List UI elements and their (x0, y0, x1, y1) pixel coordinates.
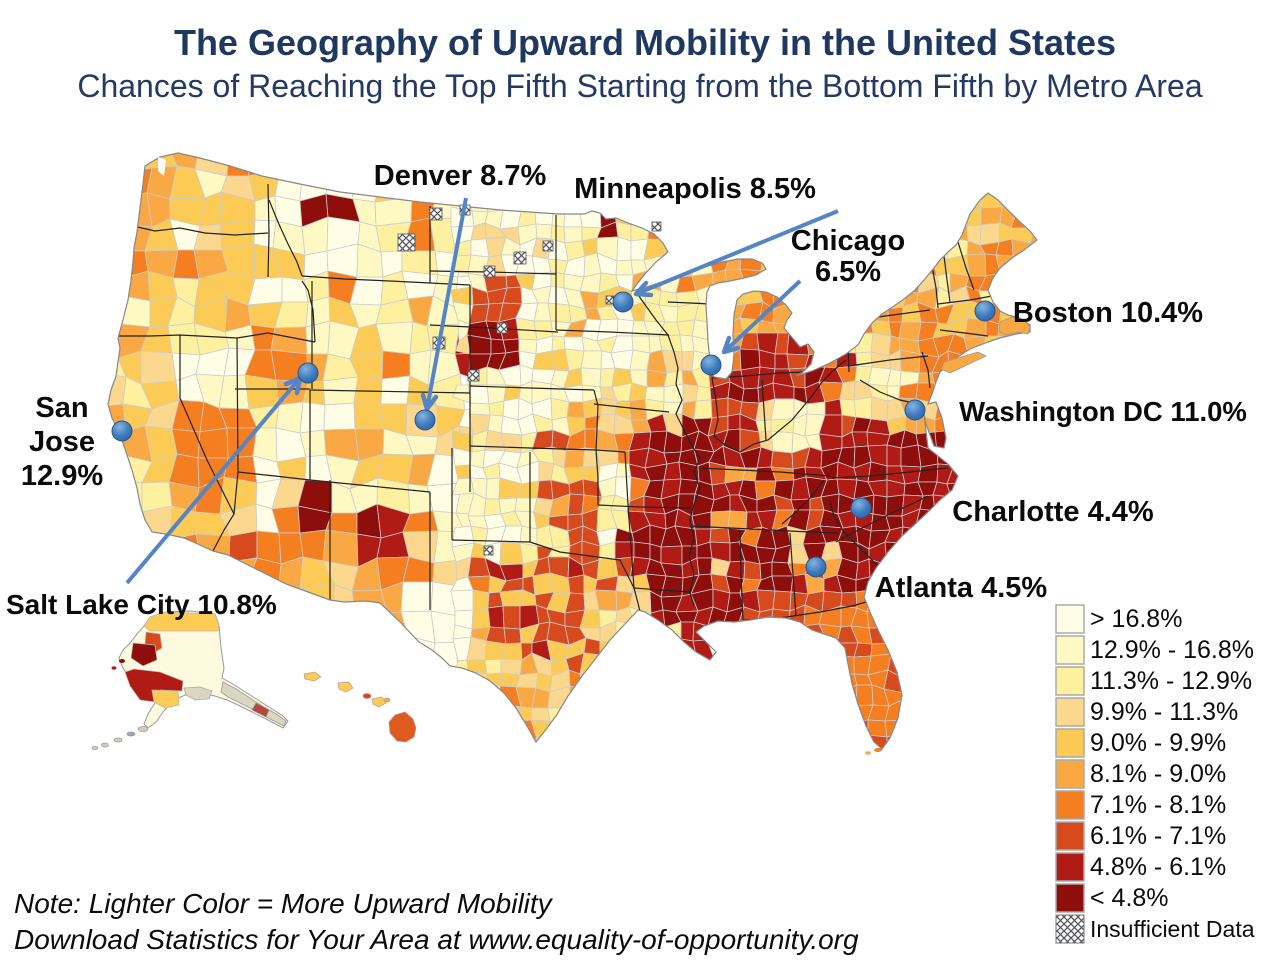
svg-text:Denver 8.7%: Denver 8.7% (374, 160, 547, 192)
svg-text:Chances of Reaching the Top Fi: Chances of Reaching the Top Fifth Starti… (77, 68, 1203, 104)
svg-text:Download Statistics for Your A: Download Statistics for Your Area at www… (14, 924, 859, 955)
svg-text:9.9% - 11.3%: 9.9% - 11.3% (1090, 698, 1238, 726)
svg-text:< 4.8%: < 4.8% (1090, 884, 1169, 912)
svg-text:6.5%: 6.5% (815, 256, 881, 288)
svg-text:Salt Lake City 10.8%: Salt Lake City 10.8% (6, 589, 277, 620)
svg-text:4.8% - 6.1%: 4.8% - 6.1% (1090, 853, 1226, 881)
svg-text:11.3% - 12.9%: 11.3% - 12.9% (1090, 667, 1252, 695)
svg-text:Note: Lighter Color = More Upw: Note: Lighter Color = More Upward Mobili… (14, 888, 554, 919)
svg-text:> 16.8%: > 16.8% (1090, 605, 1182, 633)
svg-text:12.9%: 12.9% (21, 460, 103, 492)
svg-text:The Geography of Upward Mobili: The Geography of Upward Mobility in the … (174, 22, 1116, 63)
svg-text:Insufficient Data: Insufficient Data (1090, 916, 1255, 942)
svg-text:Atlanta 4.5%: Atlanta 4.5% (875, 572, 1048, 604)
svg-text:Boston 10.4%: Boston 10.4% (1013, 297, 1203, 329)
svg-text:San: San (35, 392, 88, 424)
svg-text:Jose: Jose (29, 426, 95, 458)
svg-text:6.1% - 7.1%: 6.1% - 7.1% (1090, 822, 1226, 850)
svg-text:Washington DC 11.0%: Washington DC 11.0% (959, 396, 1247, 427)
svg-text:7.1% - 8.1%: 7.1% - 8.1% (1090, 791, 1226, 819)
svg-text:8.1% - 9.0%: 8.1% - 9.0% (1090, 760, 1226, 788)
svg-text:12.9% - 16.8%: 12.9% - 16.8% (1090, 636, 1254, 664)
svg-text:Charlotte 4.4%: Charlotte 4.4% (952, 496, 1154, 528)
svg-text:9.0% - 9.9%: 9.0% - 9.9% (1090, 729, 1226, 757)
svg-text:Chicago: Chicago (791, 225, 905, 257)
svg-text:Minneapolis 8.5%: Minneapolis 8.5% (574, 173, 816, 205)
